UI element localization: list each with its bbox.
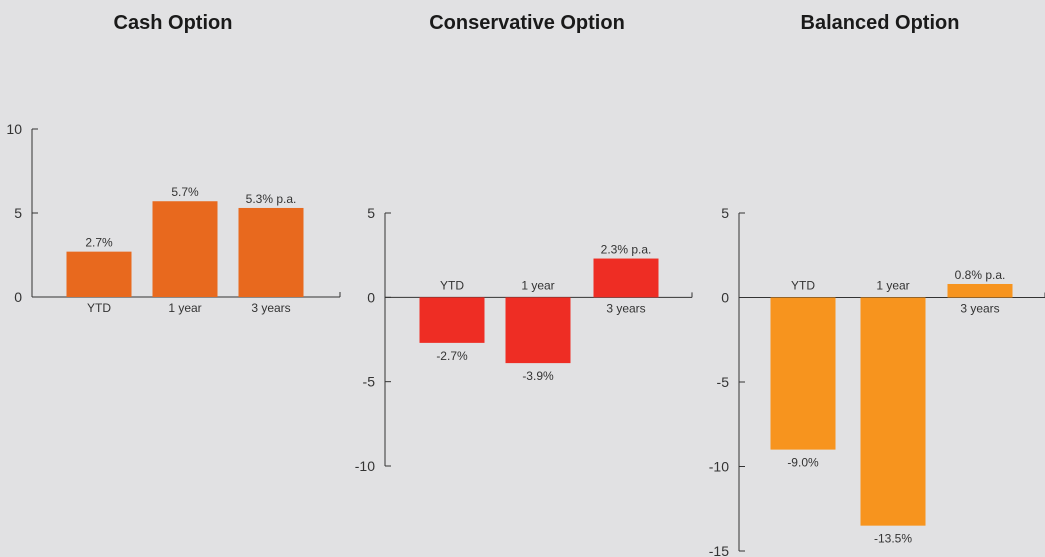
conservative-bar <box>419 297 485 343</box>
balanced-category-label: 1 year <box>876 279 909 293</box>
conservative-y-tick-label: 0 <box>367 289 375 305</box>
cash-data-label: 5.7% <box>171 185 199 199</box>
chart-title-cash: Cash Option <box>113 12 233 34</box>
cash-data-label: 5.3% p.a. <box>246 192 297 206</box>
cash-data-label: 2.7% <box>85 236 113 250</box>
conservative-category-label: YTD <box>440 278 464 292</box>
balanced-y-tick-label: 5 <box>721 205 729 221</box>
conservative-data-label: -3.9% <box>522 369 554 383</box>
balanced-y-tick-label: 0 <box>721 290 729 306</box>
cash-y-tick-label: 0 <box>14 289 22 305</box>
balanced-data-label: -9.0% <box>787 456 819 470</box>
cash-y-tick-label: 10 <box>6 121 22 137</box>
balanced-data-label: -13.5% <box>874 532 912 546</box>
conservative-data-label: -2.7% <box>436 349 468 363</box>
balanced-bar <box>770 297 836 450</box>
balanced-bar <box>860 297 926 526</box>
cash-bar <box>66 251 132 297</box>
chart-title-conservative: Conservative Option <box>429 12 625 34</box>
cash-category-label: 3 years <box>251 301 290 315</box>
conservative-y-tick-label: 5 <box>367 205 375 221</box>
conservative-category-label: 1 year <box>521 278 554 292</box>
conservative-category-label: 3 years <box>606 301 645 315</box>
cash-category-label: 1 year <box>168 301 201 315</box>
conservative-y-tick-label: -5 <box>363 374 376 390</box>
balanced-data-label: 0.8% p.a. <box>955 268 1006 282</box>
conservative-y-tick-label: -10 <box>355 458 375 474</box>
conservative-bar <box>593 258 659 298</box>
balanced-y-tick-label: -15 <box>709 543 729 557</box>
balanced-y-tick-label: -10 <box>709 459 729 475</box>
conservative-bar <box>505 297 571 364</box>
conservative-data-label: 2.3% p.a. <box>601 243 652 257</box>
chart-title-balanced: Balanced Option <box>800 12 960 34</box>
cash-y-tick-label: 5 <box>14 205 22 221</box>
cash-category-label: YTD <box>87 301 111 315</box>
cash-bar <box>152 201 218 297</box>
balanced-y-tick-label: -5 <box>717 374 730 390</box>
balanced-category-label: 3 years <box>960 302 999 316</box>
balanced-category-label: YTD <box>791 279 815 293</box>
balanced-bar <box>947 283 1013 298</box>
cash-bar <box>238 207 304 297</box>
